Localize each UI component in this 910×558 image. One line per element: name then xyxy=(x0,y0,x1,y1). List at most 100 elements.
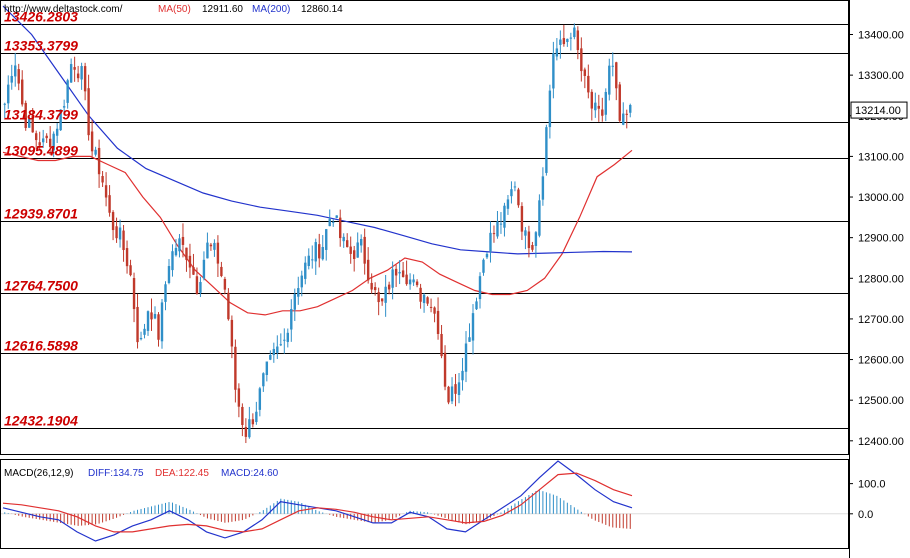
candle xyxy=(76,65,80,83)
candle xyxy=(342,233,345,248)
candle xyxy=(132,272,136,323)
candle xyxy=(597,94,601,122)
candle xyxy=(55,123,59,144)
candle-body xyxy=(59,109,62,131)
candle xyxy=(62,99,66,116)
candle xyxy=(122,225,125,262)
candle xyxy=(422,293,426,313)
candle xyxy=(464,331,468,383)
candle xyxy=(457,372,461,404)
candle-body xyxy=(45,135,48,139)
candle xyxy=(366,247,370,284)
candle xyxy=(601,97,604,122)
candle-body xyxy=(181,236,185,245)
macd-dea-label: DEA:122.45 xyxy=(155,468,209,479)
candle-body xyxy=(38,142,41,146)
candle xyxy=(433,306,436,323)
candle xyxy=(583,67,587,89)
candle-body xyxy=(349,246,352,254)
candle-body xyxy=(401,270,405,277)
candle xyxy=(594,92,597,118)
candle xyxy=(538,194,541,238)
candle xyxy=(450,377,454,405)
candle-body xyxy=(604,91,607,115)
macd-plot-frame xyxy=(0,459,849,549)
candle-body xyxy=(325,229,328,250)
candle xyxy=(352,245,356,272)
candle xyxy=(174,239,178,257)
candle xyxy=(97,139,101,188)
candle-body xyxy=(293,294,296,310)
candle-body xyxy=(503,205,506,228)
candle xyxy=(440,324,443,359)
candle-body xyxy=(594,102,597,111)
candle xyxy=(548,84,552,139)
candle-body xyxy=(328,218,331,227)
candle-body xyxy=(387,284,391,290)
candle xyxy=(468,323,471,342)
candle xyxy=(164,281,167,311)
level-label: 13095.4899 xyxy=(4,143,78,159)
ma200-line xyxy=(2,5,633,255)
current-price-tag: 13214.00 xyxy=(850,101,908,119)
candle-body xyxy=(188,255,192,268)
candle xyxy=(510,181,513,204)
candle-body xyxy=(422,294,426,304)
candle-body xyxy=(408,279,412,285)
candle-body xyxy=(573,27,576,38)
candle-body xyxy=(405,274,408,285)
candle-body xyxy=(559,39,562,45)
candle xyxy=(209,242,213,251)
candle-body xyxy=(419,287,422,302)
candle xyxy=(293,288,296,321)
macd-diff-label: DIFF:134.75 xyxy=(88,468,144,479)
candle-body xyxy=(321,246,324,260)
price-axis-tick-label: 12400.00 xyxy=(858,436,904,448)
candle-body xyxy=(269,354,272,360)
candle-body xyxy=(111,212,115,231)
candle xyxy=(283,328,286,354)
level-label: 12616.5898 xyxy=(4,338,78,354)
price-axis-tick-label: 13000.00 xyxy=(858,192,904,204)
candle-body xyxy=(373,287,377,291)
candle xyxy=(230,315,234,359)
price-axis-tick-label: 13400.00 xyxy=(858,30,904,42)
macd-title: MACD(26,12,9) xyxy=(4,468,73,479)
candle xyxy=(461,358,464,391)
candle-body xyxy=(545,127,548,173)
candle-body xyxy=(248,419,251,438)
candle-body xyxy=(244,426,248,437)
candle-body xyxy=(206,242,209,259)
candle-body xyxy=(153,313,157,319)
candle-body xyxy=(443,352,447,387)
candle xyxy=(272,342,276,363)
candle-body xyxy=(569,37,573,39)
candle-body xyxy=(555,48,559,57)
candle xyxy=(311,245,314,269)
candle-body xyxy=(3,103,6,105)
candlesticks xyxy=(3,23,632,444)
candle-body xyxy=(541,176,545,200)
candle xyxy=(73,56,76,82)
candle-body xyxy=(241,406,244,425)
candle-body xyxy=(195,276,199,294)
candle xyxy=(24,100,27,131)
candle xyxy=(496,210,499,239)
candle-body xyxy=(69,64,73,83)
moving-averages xyxy=(2,5,633,316)
candle-body xyxy=(125,248,129,267)
candle-body xyxy=(129,265,132,276)
candle-body xyxy=(583,69,587,76)
candle-body xyxy=(230,319,234,347)
candle-body xyxy=(429,306,433,308)
candle xyxy=(545,124,548,176)
candle-body xyxy=(227,292,230,320)
candle xyxy=(517,187,520,208)
candle xyxy=(237,383,241,418)
candle xyxy=(429,298,433,313)
candle-body xyxy=(185,247,188,260)
candle xyxy=(279,333,283,347)
candle xyxy=(443,345,447,391)
candle xyxy=(489,221,492,263)
